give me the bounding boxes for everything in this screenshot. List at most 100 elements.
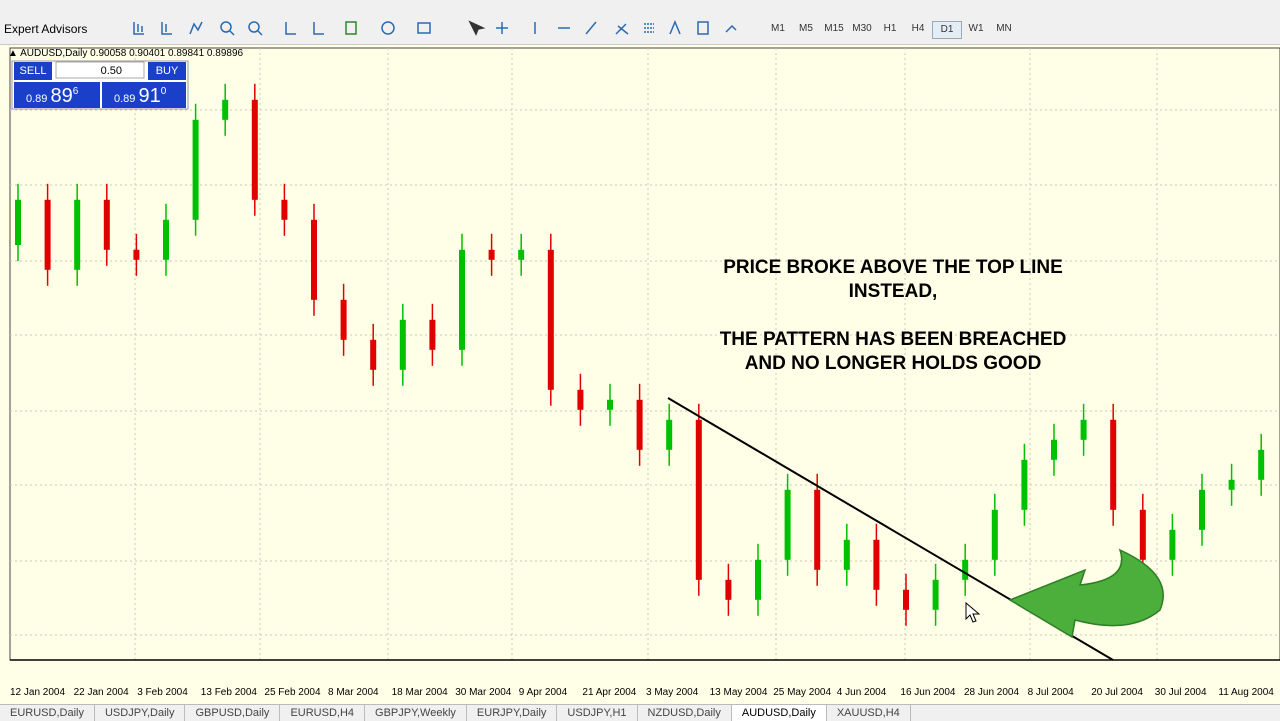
chart-tab[interactable]: GBPUSD,Daily — [185, 705, 281, 721]
candle-body — [1169, 529, 1176, 560]
candle-body — [784, 489, 791, 560]
x-tick-label: 30 Mar 2004 — [455, 687, 512, 698]
annotation-line: INSTEAD, — [849, 281, 938, 302]
timeframe-button[interactable]: M30 — [852, 23, 872, 34]
ask-price: 0.89 910 — [114, 85, 167, 107]
x-tick-label: 13 Feb 2004 — [201, 687, 258, 698]
candle-body — [44, 199, 51, 270]
lot-input[interactable] — [55, 61, 145, 79]
green-arrow — [1008, 548, 1164, 639]
chart-tab[interactable]: EURJPY,Daily — [467, 705, 558, 721]
sell-button[interactable] — [14, 62, 52, 80]
chart-tab[interactable]: XAUUSD,H4 — [827, 705, 911, 721]
bid-main: 89 — [50, 85, 72, 107]
mouse-cursor — [965, 601, 981, 623]
expert-advisors-button[interactable]: Expert Advisors — [4, 22, 88, 36]
x-tick-label: 3 May 2004 — [646, 687, 699, 698]
toolbar: Expert Advisors M1 M5 M15 M30 H1 H4 D1 W1 MN — [0, 12, 1280, 45]
chart-tab[interactable]: EURUSD,Daily — [0, 705, 95, 721]
candle-body — [843, 539, 850, 570]
candle-body — [459, 249, 465, 350]
x-tick-label: 25 Feb 2004 — [264, 687, 321, 698]
x-tick-label: 18 Mar 2004 — [392, 687, 449, 698]
candle-body — [251, 99, 258, 200]
annotation-line: AND NO LONGER HOLDS GOOD — [745, 353, 1042, 374]
x-axis: 12 Jan 2004 22 Jan 2004 3 Feb 2004 13 Feb 2… — [10, 687, 1274, 698]
annotation: PRICE BROKE ABOVE THE TOP LINE INSTEAD, … — [720, 257, 1067, 374]
timeframe-button[interactable]: H1 — [883, 23, 897, 34]
chart-tab[interactable]: USDJPY,H1 — [557, 705, 638, 721]
candle-body — [725, 579, 732, 600]
candle-body — [607, 399, 613, 410]
candle-body — [222, 99, 229, 120]
grid — [10, 48, 1280, 660]
symbol-ohlc: 0.90058 0.90401 0.89841 0.89896 — [90, 48, 243, 59]
x-tick-label: 8 Mar 2004 — [328, 687, 379, 698]
annotation-line: PRICE BROKE ABOVE THE TOP LINE — [723, 257, 1063, 278]
ask-big: 0.89 — [114, 93, 135, 105]
candle-body — [1080, 419, 1087, 440]
annotation-line: THE PATTERN HAS BEEN BREACHED — [720, 329, 1067, 350]
x-tick-label: 4 Jun 2004 — [837, 687, 887, 698]
timeframe-button[interactable]: D1 — [932, 21, 962, 39]
timeframe-button[interactable]: H4 — [911, 23, 925, 34]
candle-body — [1021, 459, 1028, 510]
chart-tab[interactable]: GBPJPY,Weekly — [365, 705, 467, 721]
ask-box[interactable] — [102, 82, 186, 108]
candle-body — [873, 539, 880, 590]
bid-box[interactable] — [14, 82, 100, 108]
candle-body — [991, 509, 998, 560]
timeframe-button[interactable]: M5 — [799, 23, 813, 34]
candle-body — [666, 419, 673, 450]
buy-button[interactable] — [148, 62, 186, 80]
candle-body — [370, 339, 377, 370]
timeframe-button[interactable]: W1 — [968, 23, 984, 34]
candle-body — [1258, 449, 1265, 480]
candle-body — [163, 219, 169, 260]
chart-tabs: EURUSD,Daily USDJPY,Daily GBPUSD,Daily EURU… — [0, 704, 1280, 721]
candle-body — [814, 489, 821, 570]
candle-body — [192, 119, 199, 220]
x-tick-label: 3 Feb 2004 — [137, 687, 188, 698]
chart-tab[interactable]: AUDUSD,Daily — [731, 705, 827, 721]
bid-sup: 6 — [73, 86, 79, 97]
x-tick-label: 11 Aug 2004 — [1218, 687, 1274, 698]
candle-body — [15, 199, 21, 245]
buy-label: BUY — [156, 65, 179, 77]
candle-body — [133, 249, 140, 260]
one-click-panel: SELL 0.50 BUY 0.89 896 0.89 910 — [11, 60, 189, 110]
candle-body — [74, 199, 81, 270]
chart-tab[interactable]: USDJPY,Daily — [95, 705, 186, 721]
timeframe-button[interactable]: M1 — [771, 23, 785, 34]
candle-body — [1051, 439, 1057, 460]
timeframe-button[interactable]: MN — [996, 23, 1012, 34]
x-tick-label: 13 May 2004 — [710, 687, 768, 698]
bid-price: 0.89 896 — [26, 85, 79, 107]
candle-body — [903, 589, 909, 610]
x-tick-label: 8 Jul 2004 — [1028, 687, 1075, 698]
candle-body — [340, 299, 347, 340]
timeframe-bar: M1 M5 M15 M30 H1 H4 D1 W1 MN — [764, 21, 1018, 39]
x-tick-label: 21 Apr 2004 — [582, 687, 636, 698]
candle-body — [311, 219, 317, 300]
candle-body — [281, 199, 288, 220]
x-tick-label: 12 Jan 2004 — [10, 687, 65, 698]
symbol-name: AUDUSD,Daily — [20, 48, 87, 59]
lot-value: 0.50 — [101, 65, 122, 77]
bid-big: 0.89 — [26, 93, 47, 105]
chart: ▲ AUDUSD,Daily 0.90058 0.90401 0.89841 0… — [0, 45, 1280, 705]
chart-tab[interactable]: EURUSD,H4 — [280, 705, 366, 721]
x-tick-label: 9 Apr 2004 — [519, 687, 568, 698]
candles — [15, 83, 1265, 626]
ask-main: 91 — [138, 85, 160, 107]
chart-tab[interactable]: NZDUSD,Daily — [638, 705, 732, 721]
symbol-label: ▲ AUDUSD,Daily 0.90058 0.90401 0.89841 0… — [8, 48, 244, 59]
x-tick-label: 25 May 2004 — [773, 687, 831, 698]
toolbar-icons — [133, 20, 737, 36]
candle-body — [695, 419, 702, 580]
timeframe-button[interactable]: M15 — [824, 23, 844, 34]
x-tick-label: 16 Jun 2004 — [900, 687, 955, 698]
x-tick-label: 22 Jan 2004 — [74, 687, 129, 698]
ask-sup: 0 — [161, 86, 167, 97]
